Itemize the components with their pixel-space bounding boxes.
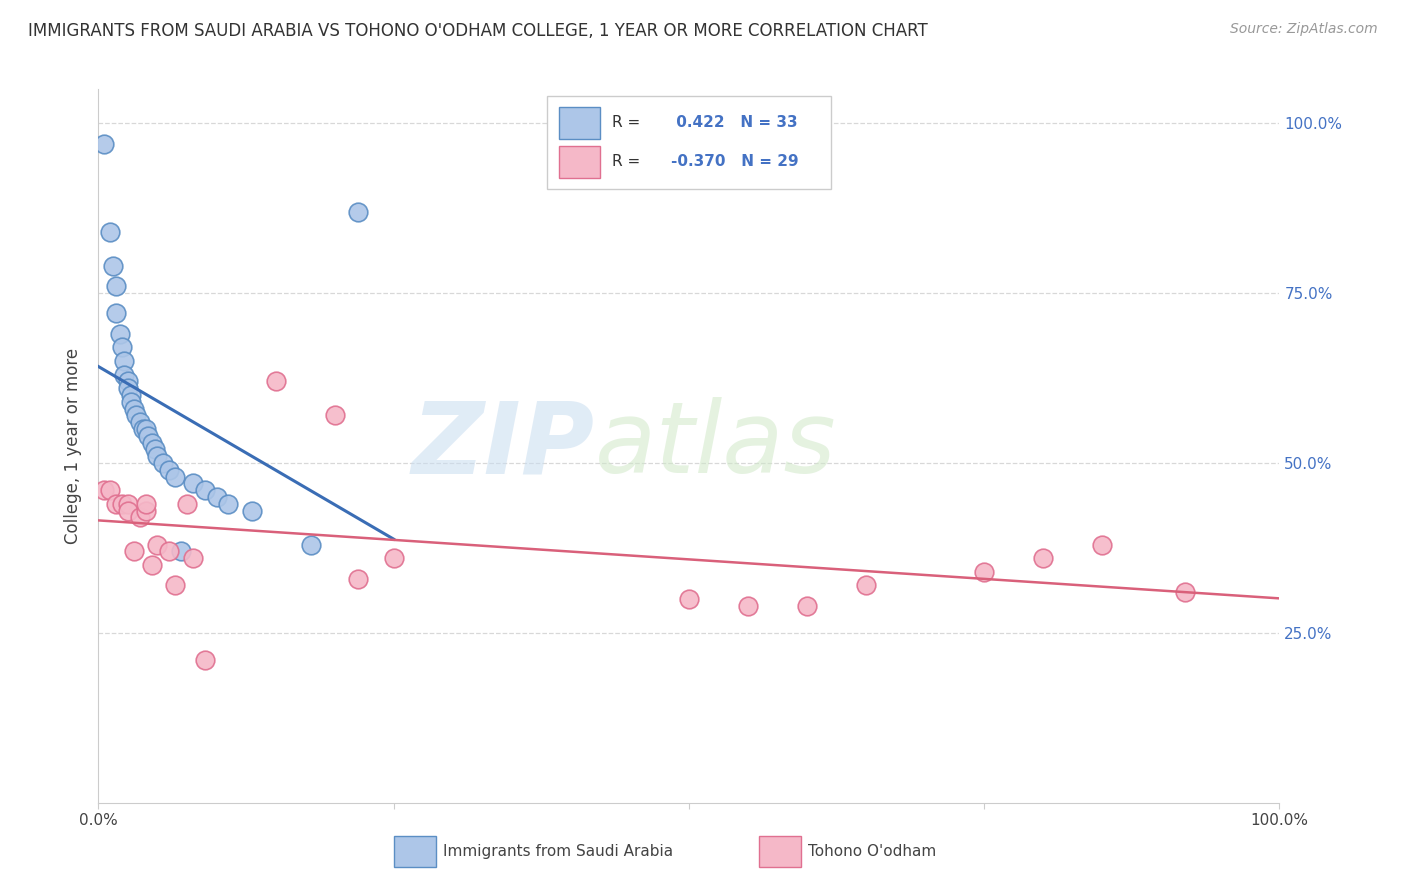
Point — [323, 409, 346, 423]
Point — [105, 497, 128, 511]
Point — [98, 483, 121, 498]
Y-axis label: College, 1 year or more: College, 1 year or more — [65, 348, 83, 544]
Point — [1091, 537, 1114, 551]
Point — [141, 558, 163, 572]
Point — [117, 381, 139, 395]
Point — [165, 578, 187, 592]
Point — [111, 497, 134, 511]
Point — [382, 551, 405, 566]
FancyBboxPatch shape — [560, 107, 600, 139]
Point — [128, 415, 150, 429]
Point — [125, 409, 148, 423]
Point — [112, 368, 135, 382]
Point — [181, 476, 204, 491]
Point — [135, 422, 157, 436]
Point — [112, 354, 135, 368]
Point — [146, 537, 169, 551]
Point — [152, 456, 174, 470]
Point — [855, 578, 877, 592]
Point — [678, 591, 700, 606]
Point — [121, 394, 143, 409]
Point — [157, 544, 180, 558]
Point — [299, 537, 322, 551]
FancyBboxPatch shape — [547, 96, 831, 189]
Point — [146, 449, 169, 463]
Point — [205, 490, 228, 504]
Text: R =: R = — [612, 154, 645, 169]
Text: atlas: atlas — [595, 398, 837, 494]
Text: Source: ZipAtlas.com: Source: ZipAtlas.com — [1230, 22, 1378, 37]
Point — [157, 463, 180, 477]
Point — [141, 435, 163, 450]
Point — [117, 503, 139, 517]
Point — [143, 442, 166, 457]
Point — [135, 503, 157, 517]
Point — [181, 551, 204, 566]
Point — [105, 279, 128, 293]
Text: IMMIGRANTS FROM SAUDI ARABIA VS TOHONO O'ODHAM COLLEGE, 1 YEAR OR MORE CORRELATI: IMMIGRANTS FROM SAUDI ARABIA VS TOHONO O… — [28, 22, 928, 40]
Point — [111, 341, 134, 355]
Point — [796, 599, 818, 613]
Point — [1032, 551, 1054, 566]
Point — [165, 469, 187, 483]
Text: ZIP: ZIP — [412, 398, 595, 494]
Text: R =: R = — [612, 115, 645, 130]
Text: -0.370   N = 29: -0.370 N = 29 — [671, 154, 799, 169]
Point — [121, 388, 143, 402]
Point — [108, 326, 131, 341]
Point — [347, 204, 370, 219]
Point — [264, 375, 287, 389]
Point — [122, 401, 145, 416]
Point — [105, 306, 128, 320]
Text: Immigrants from Saudi Arabia: Immigrants from Saudi Arabia — [443, 845, 673, 859]
Point — [1174, 585, 1197, 599]
Point — [347, 572, 370, 586]
Point — [128, 510, 150, 524]
Point — [93, 136, 115, 151]
Point — [93, 483, 115, 498]
Point — [101, 259, 124, 273]
Point — [117, 375, 139, 389]
Text: Tohono O'odham: Tohono O'odham — [808, 845, 936, 859]
Point — [98, 225, 121, 239]
Point — [973, 565, 995, 579]
Point — [194, 483, 217, 498]
Point — [132, 422, 155, 436]
Point — [122, 544, 145, 558]
Point — [194, 653, 217, 667]
Point — [136, 429, 159, 443]
Point — [217, 497, 239, 511]
Point — [240, 503, 263, 517]
FancyBboxPatch shape — [560, 146, 600, 178]
Point — [117, 497, 139, 511]
Point — [170, 544, 193, 558]
Text: 0.422   N = 33: 0.422 N = 33 — [671, 115, 797, 130]
Point — [176, 497, 198, 511]
Point — [135, 497, 157, 511]
Point — [737, 599, 759, 613]
